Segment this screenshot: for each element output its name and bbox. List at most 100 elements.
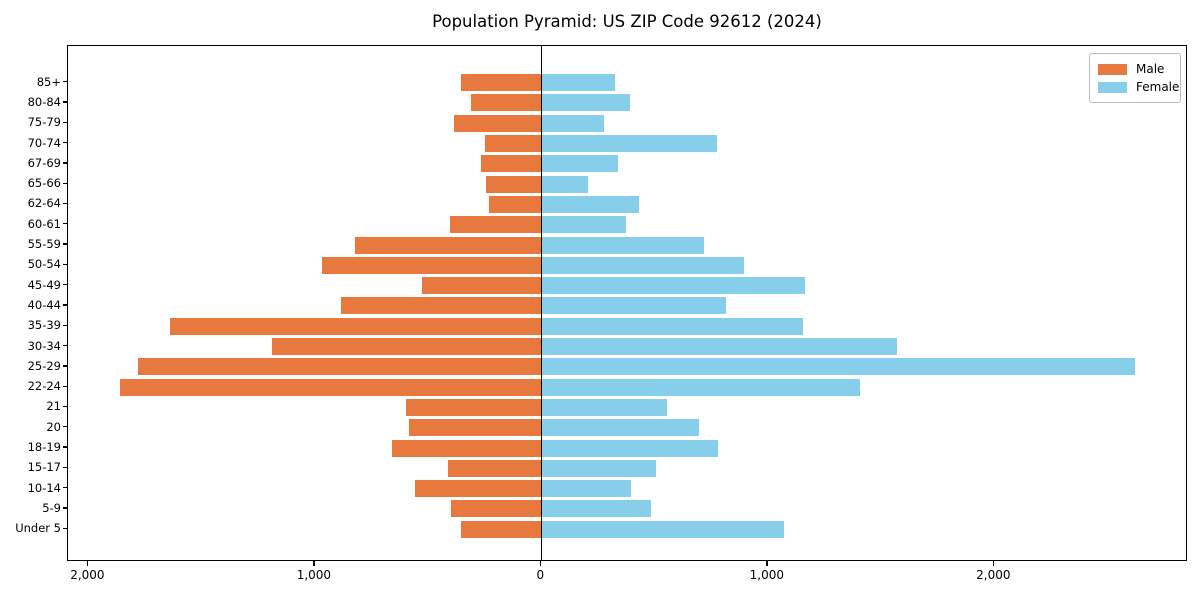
male-bar	[138, 358, 542, 376]
legend-entry-male: Male	[1098, 63, 1171, 75]
chart-title: Population Pyramid: US ZIP Code 92612 (2…	[432, 12, 822, 31]
y-tick-mark	[63, 243, 67, 245]
female-bar	[541, 459, 656, 477]
y-tick-mark	[63, 344, 67, 347]
age-label: 55-59	[27, 237, 61, 252]
y-tick-mark	[63, 202, 67, 205]
y-tick-mark	[63, 507, 67, 509]
male-bar	[450, 500, 542, 518]
legend-female-label: Female	[1136, 80, 1180, 94]
y-tick-mark	[63, 81, 67, 83]
female-bar	[541, 135, 717, 153]
age-label: 15-17	[27, 460, 61, 475]
male-bar	[271, 338, 542, 356]
y-tick-mark	[63, 426, 67, 428]
age-label: 75-79	[27, 115, 61, 130]
male-bar	[454, 114, 542, 132]
y-axis-labels: 85+ 80-84 75-79 70-74 67-69 65-66 62-64 60-61 55…	[0, 45, 61, 561]
male-bar	[460, 520, 542, 538]
age-label: 40-44	[27, 297, 61, 312]
female-bar	[541, 155, 619, 173]
y-tick-mark	[63, 324, 67, 326]
female-bar	[541, 195, 639, 213]
female-bar	[541, 216, 627, 234]
y-tick-mark	[63, 141, 67, 144]
y-tick-mark	[63, 284, 67, 286]
male-bar	[484, 135, 542, 153]
y-tick-mark	[63, 385, 67, 387]
female-bar	[541, 338, 897, 356]
female-bar	[541, 256, 745, 274]
female-bar	[541, 398, 668, 416]
male-bar	[354, 236, 542, 254]
x-tick-mark	[766, 561, 768, 566]
age-label: 21	[46, 399, 61, 414]
female-bar	[541, 114, 605, 132]
female-bar	[541, 520, 784, 538]
female-bar	[541, 175, 589, 193]
y-tick-mark	[63, 162, 67, 164]
age-label: 62-64	[27, 196, 61, 211]
male-bar	[391, 439, 542, 457]
x-tick-label: 1,000	[749, 568, 785, 582]
x-tick-label: 2,000	[976, 568, 1011, 582]
female-bar	[541, 236, 705, 254]
y-tick-mark	[63, 446, 67, 448]
age-label: 30-34	[27, 338, 61, 353]
y-tick-mark	[63, 405, 67, 408]
y-tick-mark	[63, 101, 67, 103]
female-bar	[541, 317, 803, 335]
female-bar	[541, 277, 806, 295]
age-label: 45-49	[27, 277, 61, 292]
x-tick-label: 1,000	[296, 568, 332, 582]
male-bar	[480, 155, 542, 173]
age-label: 25-29	[27, 358, 61, 373]
age-label: 20	[46, 419, 61, 434]
age-label: 67-69	[27, 155, 61, 170]
female-bar	[541, 94, 630, 112]
female-bar	[541, 480, 632, 498]
male-swatch	[1098, 63, 1127, 75]
x-tick-mark	[539, 561, 541, 566]
zero-baseline	[540, 46, 543, 560]
age-label: Under 5	[15, 521, 61, 536]
y-tick-mark	[63, 263, 67, 266]
male-bar	[408, 419, 542, 437]
x-tick-mark	[992, 561, 994, 566]
legend-male-label: Male	[1136, 62, 1165, 76]
age-label: 35-39	[27, 318, 61, 333]
y-tick-mark	[63, 304, 67, 306]
male-bar	[471, 94, 542, 112]
x-tick-label: 0	[536, 568, 545, 582]
y-tick-mark	[63, 182, 67, 184]
age-label: 65-66	[27, 176, 61, 191]
male-bar	[169, 317, 542, 335]
age-label: 70-74	[27, 135, 61, 150]
male-bar	[485, 175, 542, 193]
female-bar	[541, 439, 719, 457]
x-tick-label: 2,000	[70, 568, 105, 582]
y-tick-mark	[63, 527, 67, 529]
male-bar	[321, 256, 542, 274]
female-bar	[541, 500, 652, 518]
age-label: 18-19	[27, 440, 61, 455]
y-tick-mark	[63, 223, 67, 225]
male-bar	[422, 277, 542, 295]
male-bar	[406, 398, 542, 416]
x-tick-mark	[86, 561, 89, 566]
male-bar	[460, 74, 542, 92]
age-label: 80-84	[27, 94, 61, 109]
female-bar	[541, 419, 699, 437]
legend-entry-female: Female	[1098, 81, 1179, 93]
age-label: 10-14	[27, 480, 61, 495]
male-bar	[450, 216, 542, 234]
female-bar	[541, 74, 615, 92]
female-bar	[541, 358, 1135, 376]
y-tick-mark	[63, 466, 67, 469]
plot-area	[67, 45, 1187, 561]
female-bar	[541, 378, 860, 396]
male-bar	[120, 378, 542, 396]
y-tick-mark	[63, 121, 67, 123]
age-label: 85+	[36, 74, 61, 89]
